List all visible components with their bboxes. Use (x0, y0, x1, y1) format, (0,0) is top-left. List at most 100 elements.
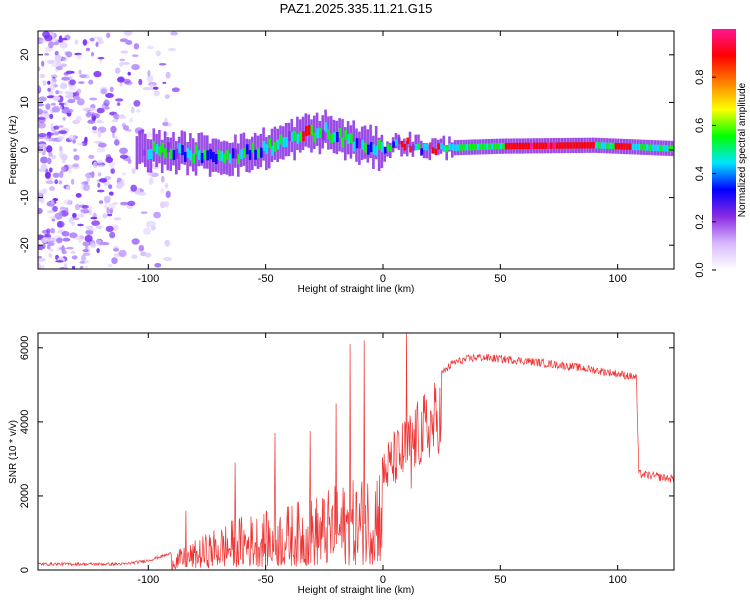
noise-speckle (65, 108, 74, 114)
noise-speckle (45, 103, 51, 110)
noise-speckle (110, 168, 115, 175)
noise-speckle (46, 132, 55, 136)
ridge-cell (310, 124, 314, 135)
noise-speckle (40, 264, 45, 269)
ridge-cell (434, 148, 438, 156)
ridge-cell (564, 142, 567, 149)
noise-speckle (63, 199, 72, 205)
ridge-cell (468, 144, 471, 151)
ridge-cell (217, 150, 221, 161)
noise-speckle (113, 248, 120, 252)
colorbar-tick-label: 0.2 (694, 214, 706, 229)
noise-speckle (59, 63, 67, 67)
noise-speckle (72, 163, 80, 168)
x-tick-label: 50 (494, 273, 506, 285)
noise-speckle (47, 59, 55, 64)
spectrogram-x-ticks: -100 -50 0 50 100 (137, 31, 627, 285)
ridge-cell-outer (313, 115, 316, 149)
ridge-cell (668, 145, 671, 152)
noise-speckle (56, 237, 63, 244)
noise-speckle (84, 265, 89, 269)
noise-speckle (55, 66, 63, 71)
noise-speckle (85, 172, 94, 179)
noise-speckle (69, 75, 73, 80)
noise-speckle (45, 168, 49, 174)
noise-speckle (59, 106, 63, 110)
ridge-cell (198, 150, 201, 161)
ridge-cell (626, 143, 629, 150)
ridge-cell (558, 142, 562, 149)
noise-speckle (58, 39, 63, 43)
ridge-cell (293, 130, 297, 141)
noise-speckle (88, 107, 96, 111)
noise-speckle (78, 69, 82, 75)
noise-speckle (83, 183, 90, 192)
noise-speckle (72, 265, 76, 269)
ridge-cell-outer (431, 138, 434, 154)
noise-speckle (84, 245, 89, 250)
noise-speckle (117, 115, 127, 119)
noise-speckle (170, 31, 179, 36)
ridge-cell (316, 128, 319, 139)
ridge-cell-outer (135, 136, 139, 170)
ridge-cell (457, 144, 460, 151)
ridge-cell-outer (374, 126, 378, 160)
ridge-cell (352, 141, 356, 152)
ridge-cell (612, 142, 615, 150)
ridge-cell (375, 145, 378, 156)
noise-speckle (91, 220, 100, 226)
noise-speckle (96, 107, 105, 114)
noise-speckle (97, 130, 102, 138)
ridge-cell (268, 138, 271, 149)
ridge-cell (592, 142, 595, 149)
ridge-cell (645, 144, 649, 151)
noise-speckle (38, 245, 44, 251)
noise-speckle (146, 131, 152, 138)
noise-speckle (38, 143, 47, 148)
ridge-cell (597, 142, 601, 149)
noise-speckle (38, 258, 46, 262)
noise-speckle (38, 207, 43, 215)
noise-speckle (38, 66, 41, 72)
y-tick-label: 6000 (19, 336, 31, 360)
ridge-cell (175, 148, 179, 159)
noise-speckle (69, 79, 76, 86)
ridge-cell (643, 144, 646, 151)
noise-speckle (129, 117, 133, 124)
noise-speckle (97, 164, 106, 168)
ridge-cell-outer (200, 132, 203, 166)
noise-speckle (45, 180, 54, 184)
ridge-cell (231, 148, 235, 159)
ridge-cell (550, 142, 553, 149)
ridge-cell (428, 142, 432, 149)
spectrogram-y-ticks: -20 -10 0 10 20 (19, 49, 674, 253)
noise-speckle (165, 190, 171, 199)
ridge-cell (440, 143, 443, 150)
noise-speckle (138, 78, 143, 86)
noise-speckle (59, 170, 64, 179)
noise-speckle (164, 117, 168, 123)
ridge-cell-outer (363, 125, 367, 159)
ridge-cell (507, 142, 511, 150)
noise-speckle (72, 212, 77, 219)
noise-speckle (85, 47, 90, 52)
noise-speckle (113, 113, 120, 120)
ridge-cell (662, 144, 666, 152)
ridge-cell (183, 151, 187, 162)
noise-speckle (38, 85, 41, 91)
noise-speckle (114, 67, 121, 74)
spectrogram-y-label: Frequency (Hz) (8, 116, 19, 185)
noise-speckle (61, 106, 70, 110)
y-tick-label: -10 (19, 190, 31, 206)
noise-speckle (79, 266, 84, 269)
noise-speckle (71, 255, 78, 260)
ridge-cell-outer (208, 143, 212, 177)
noise-speckle (110, 125, 117, 133)
ridge-cell (321, 130, 325, 141)
noise-speckle (58, 130, 67, 135)
ridge-cell (226, 150, 229, 161)
ridge-cell (341, 137, 345, 148)
noise-speckle (73, 154, 80, 161)
x-tick-label: 0 (380, 273, 386, 285)
noise-speckle (56, 60, 62, 67)
